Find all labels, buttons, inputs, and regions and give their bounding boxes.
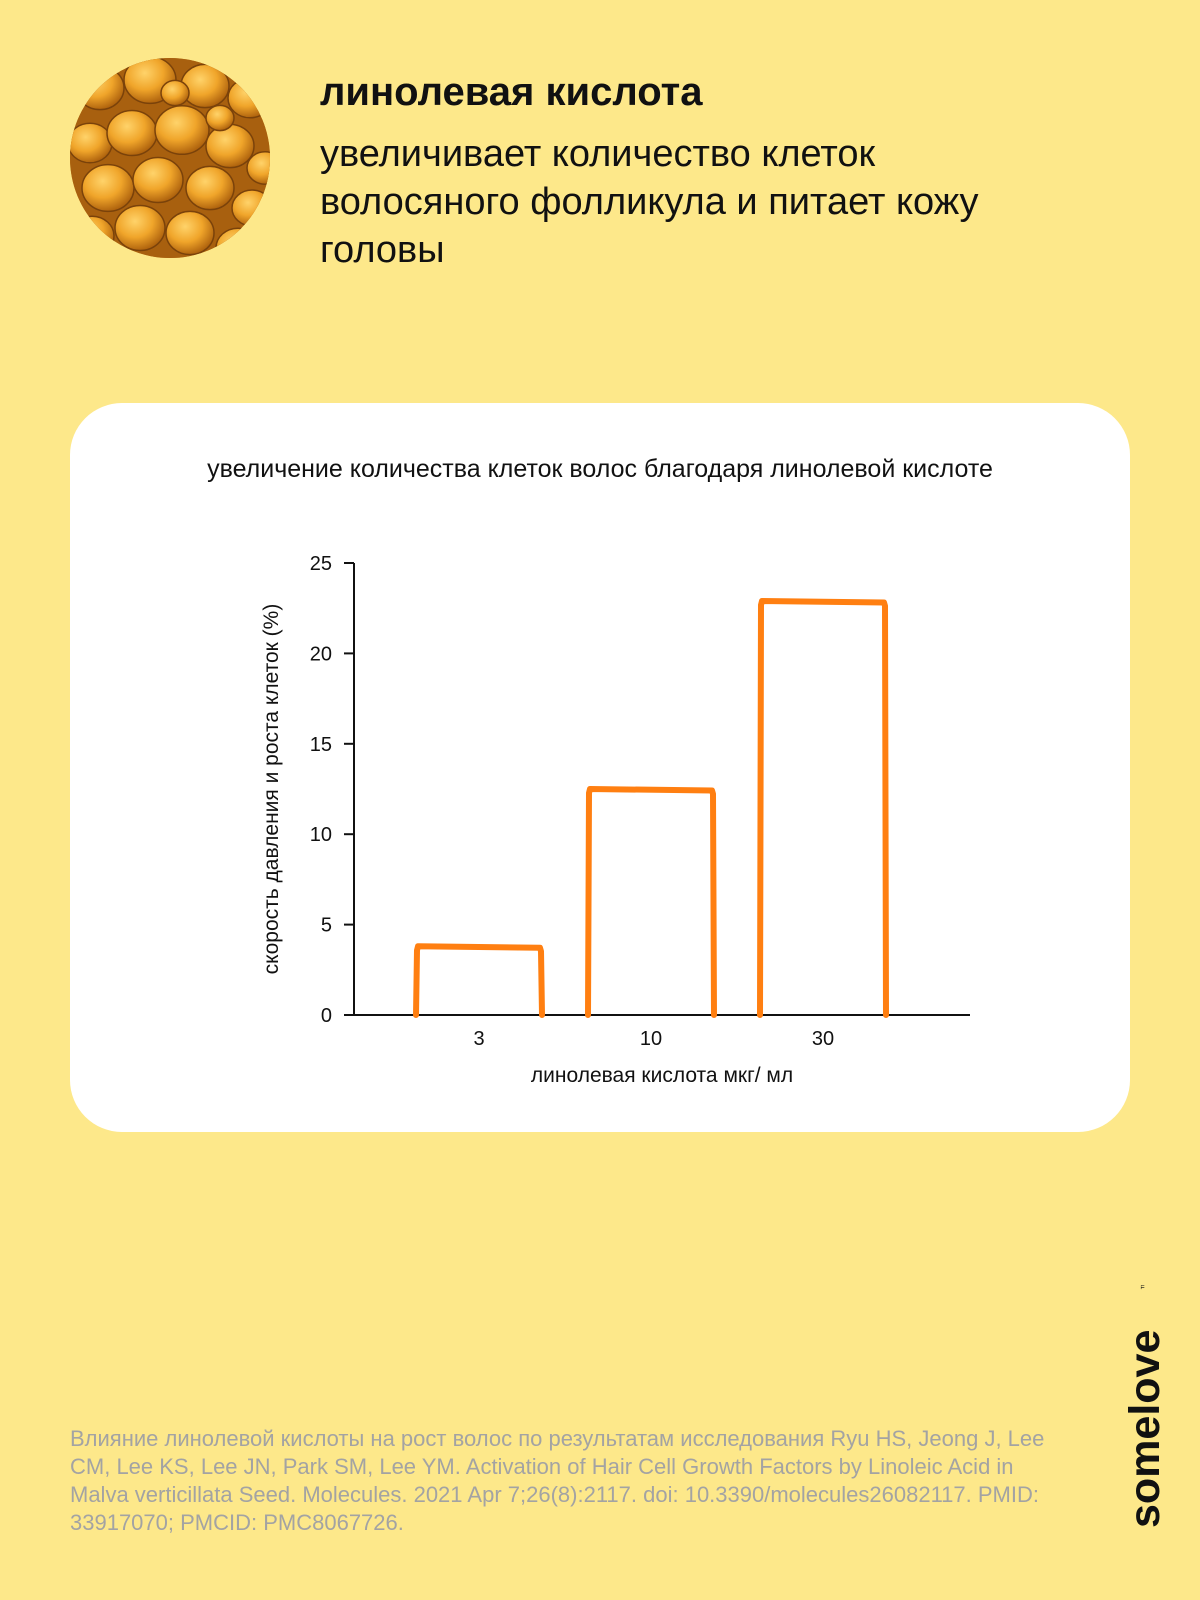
x-tick-label: 10 <box>640 1028 662 1050</box>
bar-10 <box>585 786 717 1018</box>
cells-photo <box>70 58 270 258</box>
cell-shape <box>106 109 158 157</box>
cell-shape <box>154 104 210 156</box>
y-tick-label: 10 <box>310 824 332 846</box>
x-tick-label: 3 <box>473 1028 484 1050</box>
bar-chart: 0 5 10 15 20 25 скорость давления и роста клет… <box>260 553 970 1087</box>
cell-shape <box>70 122 113 164</box>
y-tick-label: 0 <box>321 1005 332 1027</box>
x-tick-label: 30 <box>812 1028 834 1050</box>
y-tick-label: 25 <box>310 553 332 575</box>
y-tick-label: 15 <box>310 734 332 756</box>
cell-shape <box>185 165 235 211</box>
header: линолевая кислота увеличивает количество… <box>70 58 1130 278</box>
cell-shape <box>246 151 270 185</box>
logo-text: somelove <box>1121 1330 1169 1528</box>
cell-shape <box>75 65 125 111</box>
cell-shape <box>70 215 115 257</box>
bar-3 <box>413 943 545 1018</box>
cell-shape <box>180 63 230 109</box>
logo-trademark: ™ <box>1139 1285 1149 1290</box>
cell-shape <box>205 123 255 169</box>
cell-shape <box>205 104 235 132</box>
page-title: линолевая кислота <box>320 70 703 114</box>
chart-title: увеличение количества клеток волос благо… <box>207 455 993 483</box>
bar-30 <box>757 597 889 1018</box>
cell-shape <box>114 204 166 252</box>
chart-card: увеличение количества клеток волос благо… <box>70 403 1130 1132</box>
cell-shape <box>231 189 270 227</box>
cell-shape <box>160 79 190 107</box>
x-axis-label: линолевая кислота мкг/ мл <box>531 1064 793 1087</box>
y-tick-label: 20 <box>310 643 332 665</box>
y-tick-label: 5 <box>321 915 332 937</box>
cell-shape <box>132 156 184 204</box>
cells-image <box>70 58 270 258</box>
y-axis-label: скорость давления и роста клеток (%) <box>260 604 283 975</box>
page-subtitle: увеличивает количество клеток волосяного… <box>320 133 979 271</box>
cell-shape <box>81 163 135 213</box>
cell-shape <box>227 77 270 119</box>
source-footnote: Влияние линолевой кислоты на рост волос … <box>70 1426 1045 1535</box>
somelove-logo: somelove ™ <box>1121 1285 1169 1528</box>
cell-shape <box>165 210 215 256</box>
